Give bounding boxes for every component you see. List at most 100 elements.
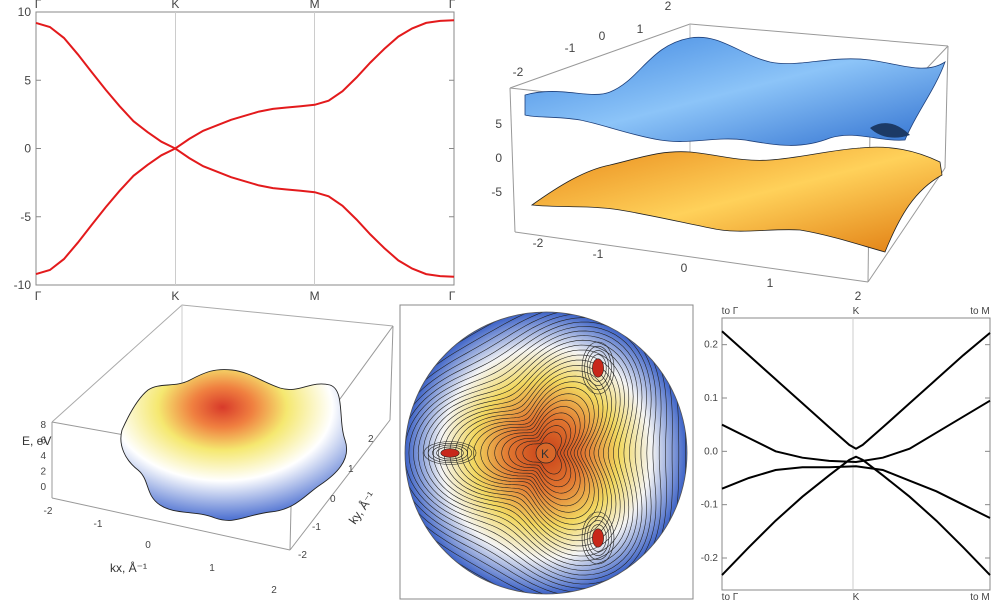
- minimum-contour: [592, 528, 604, 548]
- minimum-contour: [581, 511, 615, 565]
- upper-band-surface: [524, 36, 946, 146]
- x-tick-label-top: Γ: [35, 0, 42, 11]
- top-axis-tick: 1: [637, 22, 644, 36]
- y-tick-label: -10: [14, 278, 32, 292]
- zoom-band-line-1: [721, 330, 991, 450]
- k-point-contour: [535, 442, 557, 464]
- contour-line: [417, 335, 638, 571]
- x-tick-label: Γ: [449, 289, 456, 303]
- top-axis-tick: 0: [599, 29, 606, 43]
- band-structure-panel: Γ K M Γ Γ K M Γ 10 5 0 -5 -10: [14, 0, 456, 303]
- contour-line: [501, 412, 576, 494]
- x-tick-label-top: Γ: [449, 0, 456, 11]
- dome-surface: [120, 369, 348, 521]
- x-tick-label-top: M: [310, 0, 320, 11]
- minimum-contour: [440, 448, 460, 458]
- y-tick-label: 0.1: [704, 393, 718, 404]
- y-axis-tick: 1: [348, 464, 354, 475]
- y-axis-tick: -1: [312, 522, 321, 533]
- band-line-2: [35, 147, 455, 278]
- x-axis-tick: -1: [94, 519, 103, 530]
- z-axis-tick: 6: [40, 436, 46, 447]
- box-edge: [867, 167, 946, 283]
- contour-boundary: [404, 311, 688, 595]
- plot-frame: [35, 11, 455, 286]
- y-tick-label: -0.2: [701, 553, 719, 564]
- axis-ticks: 8 6 4 2 0 -2 -1 0 1 2 2 1 0 -1 -2: [40, 420, 374, 596]
- x-axis-tick: 0: [145, 540, 151, 551]
- z-axis-tick: 4: [40, 451, 46, 462]
- box-edge: [389, 325, 394, 421]
- y-tick-label: -0.1: [701, 500, 719, 511]
- contour-line: [522, 431, 562, 475]
- zoom-band-line-2: [721, 399, 991, 464]
- surface-shadow: [870, 123, 910, 138]
- x-tick-label-top: K: [853, 306, 860, 317]
- contour-panel: K: [399, 304, 694, 600]
- valence-dome-panel: E, eV 8 6 4 2 0 -2 -1 0 1 2 2 1 0 -1 -2 kx, Å⁻¹ ky, Å⁻…: [22, 304, 394, 596]
- y-tick-label: 0.0: [704, 446, 718, 457]
- bottom-axis-tick: 1: [767, 276, 774, 290]
- x-axis-label: kx, Å⁻¹: [110, 560, 147, 575]
- axis-ticks: -2 -1 0 1 2 -2 -1 0 1 2 5 0 -5: [491, 0, 861, 303]
- minimum-contour: [432, 444, 468, 462]
- contour-line: [408, 326, 647, 580]
- lower-band-surface: [530, 146, 943, 253]
- minimum-contour: [589, 354, 607, 382]
- z-axis-tick: 5: [495, 117, 502, 131]
- box-edge: [944, 45, 949, 169]
- box-edge: [514, 231, 869, 283]
- x-tick-label-top: to Γ: [722, 306, 739, 317]
- x-tick-label: Γ: [35, 289, 42, 303]
- bottom-axis-tick: 0: [681, 261, 688, 275]
- x-tick-label: K: [853, 592, 860, 603]
- x-tick-label: K: [171, 289, 179, 303]
- x-tick-label-top: to M: [970, 306, 989, 317]
- minimum-contour: [581, 341, 615, 395]
- y-axis-tick: 0: [330, 494, 336, 505]
- x-tick-label: to M: [970, 592, 989, 603]
- contour-line: [487, 399, 586, 507]
- top-axis-tick: 2: [665, 0, 672, 13]
- y-tick-label: 10: [18, 5, 32, 19]
- bottom-axis-tick: 2: [855, 289, 862, 303]
- plot-frame: [721, 317, 991, 591]
- x-axis-tick: -2: [44, 506, 53, 517]
- x-axis-tick: 2: [271, 585, 277, 596]
- y-tick-label: 5: [24, 73, 31, 87]
- minimum-contour: [423, 441, 477, 465]
- band-lines: [721, 330, 991, 576]
- x-tick-label: M: [310, 289, 320, 303]
- z-axis-tick: 2: [40, 467, 46, 478]
- bottom-axis-tick: -1: [593, 247, 604, 261]
- x-tick-label: to Γ: [722, 592, 739, 603]
- minimum-contour: [586, 350, 610, 386]
- minimum-contour: [592, 358, 604, 378]
- surface-3d-panel: -2 -1 0 1 2 -2 -1 0 1 2 5 0 -5: [491, 0, 949, 303]
- top-axis-tick: -2: [513, 65, 524, 79]
- top-axis-tick: -1: [565, 41, 576, 55]
- box-edge: [51, 497, 291, 551]
- contour-line: [508, 418, 572, 488]
- y-axis-tick: 2: [368, 434, 374, 445]
- y-axis-tick: -2: [298, 550, 307, 561]
- z-axis-tick: -5: [491, 185, 502, 199]
- contour-line: [494, 406, 581, 500]
- box-edge: [289, 419, 391, 551]
- contour-line: [480, 393, 590, 513]
- minimum-contour: [436, 446, 464, 460]
- minimum-contour: [584, 345, 612, 391]
- bottom-axis-tick: -2: [533, 236, 544, 250]
- contour-line: [515, 425, 567, 481]
- contour-line: [432, 349, 625, 557]
- y-axis-label: ky, Å⁻¹: [345, 489, 378, 527]
- z-axis-tick: 8: [40, 420, 46, 431]
- minimum-contour: [584, 515, 612, 561]
- y-tick-label: 0.2: [704, 340, 718, 351]
- x-tick-label-top: K: [171, 0, 179, 11]
